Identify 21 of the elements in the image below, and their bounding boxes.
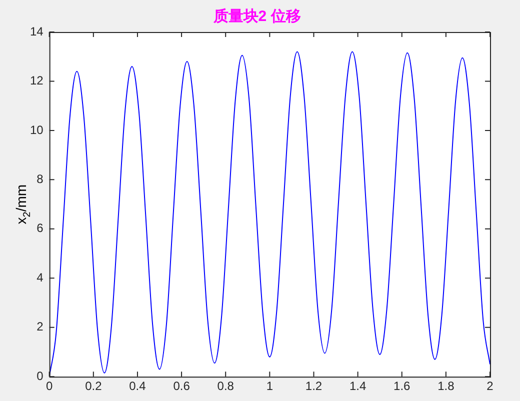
y-tick-label: 8	[36, 172, 44, 186]
y-tick-label: 14	[30, 24, 44, 38]
y-axis-title: x2/mm	[12, 184, 33, 224]
x-tick-label: 0.2	[85, 379, 102, 394]
x-tick-label: 1.2	[305, 379, 322, 394]
x-tick-label: 0.4	[129, 379, 146, 394]
y-tick-label: 6	[36, 221, 44, 236]
y-tick-label: 10	[30, 122, 44, 137]
x-tick-label: 2	[486, 379, 494, 394]
y-tick-label: 2	[36, 320, 44, 334]
y-tick-label: 0	[36, 368, 44, 383]
x-tick-label: 1	[266, 379, 274, 394]
chart-title: 质量块2 位移	[212, 8, 301, 26]
y-tick-label: 12	[30, 74, 44, 88]
x-tick-label: 1.4	[349, 379, 366, 394]
x-tick-label: 1.8	[438, 379, 455, 394]
y-tick-label: 4	[36, 270, 44, 284]
x-tick-label: 0.8	[217, 379, 234, 394]
x-tick-label: 0.6	[173, 379, 190, 394]
x-tick-label: 1.6	[394, 379, 411, 394]
x-tick-label: 0	[46, 379, 54, 394]
